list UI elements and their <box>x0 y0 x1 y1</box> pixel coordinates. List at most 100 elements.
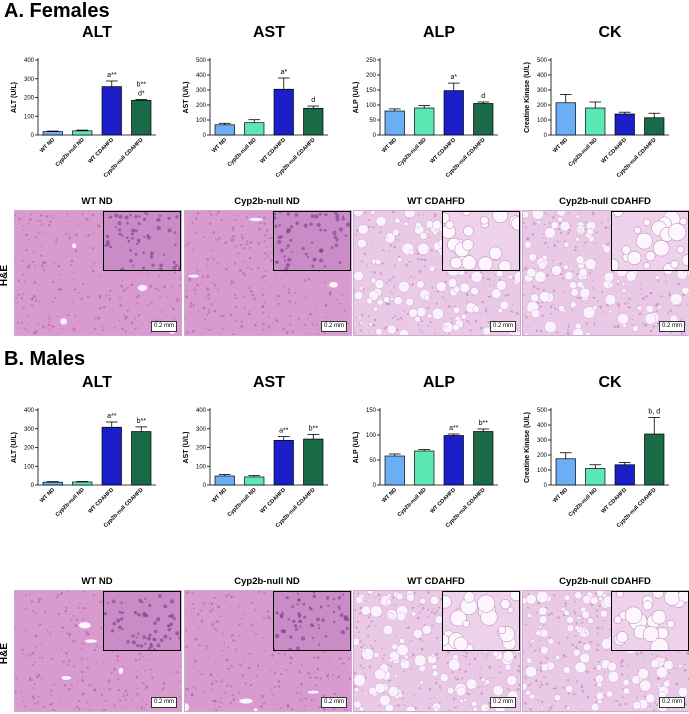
bar <box>72 130 93 136</box>
x-tick-label: Cyp2b-null ND <box>227 487 258 518</box>
y-tick-label: 200 <box>24 96 35 102</box>
y-tick-label: 100 <box>366 433 377 439</box>
chart-title: ALP <box>423 374 455 391</box>
scale-bar-label: 0.2 mm <box>489 697 516 708</box>
bar <box>614 113 635 136</box>
bar <box>72 481 93 486</box>
y-axis-label: ALP (U/L) <box>353 82 360 114</box>
he-micrograph: 0.2 mm <box>184 590 352 712</box>
significance-label: a** <box>449 425 459 432</box>
chart-title: ALT <box>82 374 112 391</box>
he-micrograph: 0.2 mm <box>14 590 182 712</box>
y-tick-label: 100 <box>366 103 377 109</box>
y-tick-label: 500 <box>196 58 207 64</box>
x-tick-label: WT CDAHFD <box>600 487 628 515</box>
x-tick-label: WT CDAHFD <box>600 137 628 165</box>
bar <box>244 476 265 486</box>
bar <box>214 124 235 136</box>
x-tick-label: WT ND <box>381 487 398 504</box>
y-tick-label: 150 <box>366 88 377 94</box>
bar-chart-alt-males: ALT ALT (U/L) 0 100 200 300 400 WT NDCyp2b-null… <box>11 374 156 529</box>
he-micrograph: 0.2 mm <box>353 210 521 336</box>
y-tick-label: 400 <box>537 73 548 79</box>
y-axis-label: Creatine Kinase (U/L) <box>524 62 531 133</box>
x-tick-label: WT CDAHFD <box>87 137 115 165</box>
bar-chart-ast-males: AST AST (U/L) 0 100 200 300 400 WT NDCyp2b-null… <box>183 374 328 529</box>
x-tick-label: WT ND <box>552 487 569 504</box>
bar <box>473 431 494 486</box>
y-tick-label: 100 <box>24 114 35 120</box>
micrograph-inset <box>273 211 351 271</box>
significance-label: b, d <box>648 409 660 416</box>
x-tick-label: Cyp2b-null ND <box>55 137 86 168</box>
x-tick-label: WT ND <box>39 487 56 504</box>
chart-title: ALT <box>82 24 112 41</box>
bar <box>101 86 122 136</box>
y-tick-label: 0 <box>373 483 377 489</box>
y-tick-label: 500 <box>537 408 548 414</box>
y-axis-label: AST (U/L) <box>183 432 190 464</box>
bar <box>42 481 63 486</box>
bar <box>585 468 606 486</box>
bar-chart-ck-females: CK Creatine Kinase (U/L) 0 100 200 300 400 500 W… <box>524 24 669 179</box>
micrograph-label: Cyp2b-null ND <box>234 196 300 207</box>
x-tick-label: WT CDAHFD <box>87 487 115 515</box>
micrograph-label: WT CDAHFD <box>407 576 465 587</box>
bar-chart-ck-males: CK Creatine Kinase (U/L) 0 100 200 300 400 500 W… <box>524 374 669 529</box>
scale-bar-label: 0.2 mm <box>150 321 177 332</box>
section-title-females: A. Females <box>4 0 110 22</box>
x-tick-label: WT ND <box>211 137 228 154</box>
y-tick-label: 200 <box>196 103 207 109</box>
significance-label: b** <box>479 420 489 427</box>
micrograph-label: WT ND <box>81 576 113 587</box>
y-tick-label: 150 <box>366 408 377 414</box>
he-micrograph: 0.2 mm <box>522 590 689 712</box>
x-tick-label: Cyp2b-null ND <box>568 137 599 168</box>
he-micrograph: 0.2 mm <box>184 210 352 336</box>
y-tick-label: 100 <box>537 468 548 474</box>
x-tick-label: WT CDAHFD <box>259 137 287 165</box>
x-tick-label: WT ND <box>552 137 569 154</box>
micrograph-inset <box>442 211 520 271</box>
scale-bar-label: 0.2 mm <box>489 321 516 332</box>
y-tick-label: 100 <box>537 118 548 124</box>
scale-bar-label: 0.2 mm <box>658 321 685 332</box>
bar <box>42 131 63 136</box>
y-tick-label: 300 <box>537 438 548 444</box>
bar <box>101 426 122 486</box>
y-axis-label: ALT (U/L) <box>11 82 18 113</box>
y-axis-label: ALP (U/L) <box>353 432 360 464</box>
micrograph-label: Cyp2b-null CDAHFD <box>559 196 651 207</box>
bar <box>443 90 464 136</box>
y-tick-label: 0 <box>373 133 377 139</box>
micrograph-inset <box>273 591 351 651</box>
significance-label: a* <box>450 74 457 81</box>
bar-chart-alp-females: ALP ALP (U/L) 0 50 100 150 200 250 WT NDCyp2b-nu… <box>353 24 498 179</box>
y-tick-label: 250 <box>366 58 377 64</box>
bar <box>555 102 576 136</box>
y-tick-label: 100 <box>196 118 207 124</box>
significance-label: d* <box>138 90 145 97</box>
bar <box>384 455 405 486</box>
y-tick-label: 300 <box>24 427 35 433</box>
bar <box>414 450 435 486</box>
micrograph-inset <box>611 211 689 271</box>
bar <box>614 464 635 486</box>
y-tick-label: 50 <box>369 458 376 464</box>
y-tick-label: 500 <box>537 58 548 64</box>
y-tick-label: 300 <box>196 88 207 94</box>
bar <box>273 440 294 486</box>
y-tick-label: 200 <box>537 103 548 109</box>
y-tick-label: 0 <box>203 133 207 139</box>
y-tick-label: 300 <box>196 427 207 433</box>
y-tick-label: 50 <box>369 118 376 124</box>
x-tick-label: WT CDAHFD <box>259 487 287 515</box>
bar <box>131 431 152 486</box>
significance-label: a** <box>107 72 117 79</box>
y-tick-label: 0 <box>544 133 548 139</box>
bar <box>131 99 152 136</box>
he-micrograph: 0.2 mm <box>353 590 521 712</box>
x-tick-label: WT ND <box>39 137 56 154</box>
chart-title: CK <box>598 374 622 391</box>
